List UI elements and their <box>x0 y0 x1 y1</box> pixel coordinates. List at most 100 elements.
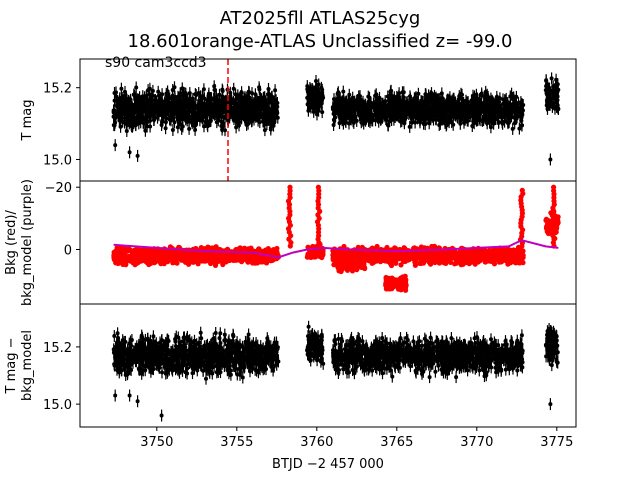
data-point <box>395 107 400 111</box>
data-point <box>350 95 355 100</box>
data-point <box>341 121 346 126</box>
data-point <box>514 100 518 105</box>
data-point <box>409 120 414 125</box>
data-point <box>212 96 216 101</box>
chart-title-line1: AT2025fll ATLAS25cyg <box>219 8 421 29</box>
data-point <box>374 92 379 97</box>
data-point <box>378 106 382 111</box>
data-point <box>312 92 317 97</box>
data-point <box>385 123 390 127</box>
data-point <box>496 110 501 115</box>
data-point <box>351 115 356 120</box>
data-point <box>121 112 125 117</box>
data-point <box>202 124 206 129</box>
data-point <box>496 103 501 108</box>
y-tick-label: 15.0 <box>43 153 72 168</box>
data-point <box>316 82 321 87</box>
data-point <box>415 110 420 115</box>
data-point <box>315 103 320 108</box>
data-point <box>268 118 273 123</box>
data-point <box>309 96 314 101</box>
data-point <box>451 96 456 101</box>
data-point <box>496 120 501 124</box>
data-point <box>140 107 145 112</box>
data-point <box>126 99 131 104</box>
data-point <box>465 110 470 115</box>
data-point <box>173 99 178 104</box>
data-point <box>364 106 369 111</box>
data-point <box>267 93 272 98</box>
data-point <box>160 120 164 125</box>
data-point <box>462 120 466 125</box>
data-point <box>151 93 155 98</box>
data-point <box>407 104 412 109</box>
data-point <box>206 91 211 96</box>
data-segment-0 <box>111 80 280 137</box>
data-point <box>460 107 465 112</box>
data-point <box>489 109 494 113</box>
data-point <box>227 95 232 100</box>
data-point <box>451 122 456 127</box>
data-point <box>390 111 395 116</box>
data-point <box>136 121 141 126</box>
data-point <box>475 110 480 115</box>
data-point <box>122 107 127 112</box>
data-point <box>250 104 254 109</box>
data-point <box>123 89 127 94</box>
data-point <box>142 117 147 121</box>
data-point <box>387 119 392 124</box>
data-point <box>122 98 127 103</box>
data-point <box>350 102 355 107</box>
data-point <box>341 89 346 94</box>
data-point <box>519 123 524 128</box>
data-point <box>388 89 393 94</box>
panel-top: 15.0 15.2 T mag <box>20 58 577 182</box>
data-point <box>385 112 390 117</box>
outlier-point <box>548 157 553 162</box>
chart-title-line2: 18.601orange-ATLAS Unclassified z= -99.0 <box>127 31 513 52</box>
data-point <box>194 114 199 119</box>
data-point <box>314 79 318 83</box>
data-point <box>449 107 453 112</box>
data-point <box>189 118 194 123</box>
data-point <box>412 107 417 112</box>
data-point <box>185 101 190 106</box>
data-point <box>427 115 432 119</box>
data-point <box>475 101 480 106</box>
data-point <box>205 122 210 127</box>
data-point <box>167 117 172 122</box>
data-point <box>202 102 207 106</box>
data-point <box>507 115 512 120</box>
data-point <box>509 107 514 112</box>
data-point <box>264 108 269 113</box>
data-point <box>512 121 517 126</box>
data-point <box>392 98 397 103</box>
data-segment-1 <box>305 75 326 121</box>
data-point <box>505 119 510 124</box>
data-point <box>247 109 252 114</box>
data-point <box>229 99 234 104</box>
data-point <box>549 76 554 81</box>
data-point <box>178 122 183 127</box>
data-point <box>220 124 224 129</box>
data-point <box>509 91 514 96</box>
data-point <box>165 93 170 98</box>
data-point <box>416 91 421 96</box>
data-point <box>415 101 420 106</box>
data-point <box>232 117 236 121</box>
data-segment-0 <box>111 244 281 268</box>
data-point <box>361 121 366 126</box>
data-point <box>233 110 238 115</box>
data-segment-2 <box>330 84 526 135</box>
data-point <box>208 119 213 124</box>
data-point <box>127 121 132 126</box>
data-point <box>544 78 549 83</box>
data-point <box>171 115 176 120</box>
data-point <box>411 111 415 116</box>
data-point <box>117 116 122 121</box>
data-point <box>210 110 215 115</box>
data-point <box>439 116 444 121</box>
data-point <box>483 93 488 98</box>
data-point <box>383 105 388 110</box>
data-point <box>379 115 384 120</box>
